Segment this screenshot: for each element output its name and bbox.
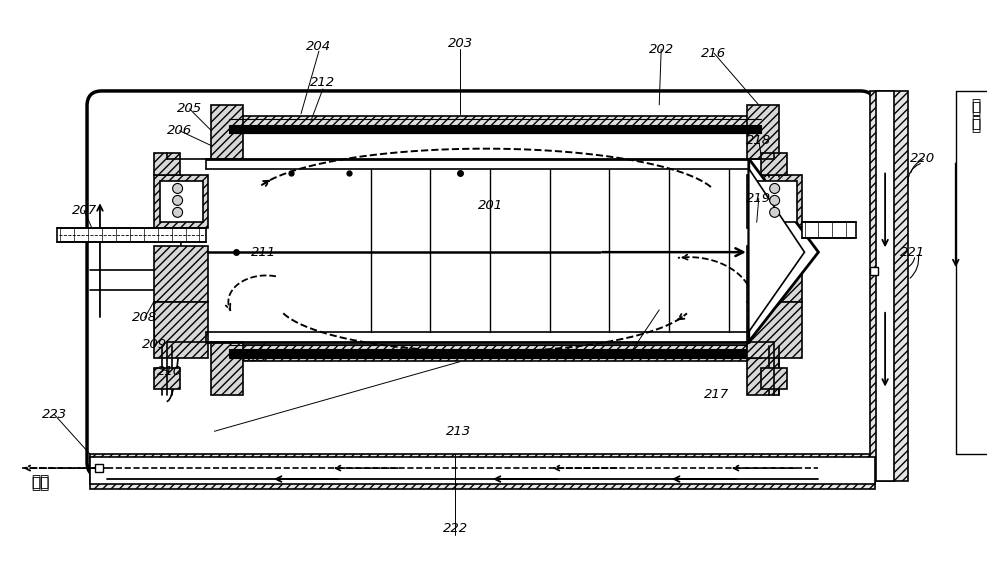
Text: 205: 205 [177,103,202,115]
Text: 回: 回 [971,98,980,113]
Text: 废气: 废气 [31,475,49,489]
Text: 215: 215 [242,351,267,364]
Text: 223: 223 [42,408,67,421]
Bar [870,91,908,481]
Text: 209: 209 [142,338,167,351]
Bar [154,302,208,358]
Bar [747,246,802,302]
Bar [154,246,208,302]
Text: 214: 214 [617,348,642,361]
Bar [229,116,761,132]
Bar [95,464,103,472]
Bar [747,175,802,229]
Text: 回: 回 [971,101,980,116]
Polygon shape [749,168,805,332]
Circle shape [173,196,183,205]
Text: 211: 211 [251,246,276,259]
Bar [753,180,797,222]
Bar [154,153,180,175]
Bar [870,267,878,275]
Text: 220: 220 [910,152,935,165]
Text: 206: 206 [167,124,192,137]
Text: 203: 203 [448,37,473,50]
Bar [747,302,802,358]
Text: 217: 217 [704,388,729,401]
Bar [229,345,761,361]
Bar [876,91,894,481]
Text: 废气: 废气 [31,476,49,492]
Text: 气: 气 [971,119,980,133]
Circle shape [173,208,183,217]
Circle shape [770,184,780,193]
Bar [90,454,875,489]
Text: 222: 222 [443,522,468,535]
Text: 221: 221 [900,246,926,259]
Text: 212: 212 [310,77,335,90]
Bar [802,222,856,238]
Text: 204: 204 [306,40,331,53]
Bar [154,367,180,390]
Text: 210: 210 [157,365,182,378]
Text: 201: 201 [477,199,503,212]
Bar [747,342,779,395]
Polygon shape [749,159,818,342]
Bar [211,342,243,395]
Text: 213: 213 [446,425,471,438]
Bar [57,229,206,242]
Text: 气: 气 [971,115,980,130]
Text: 207: 207 [71,204,97,217]
Bar [154,175,208,229]
Bar [761,153,787,175]
Bar [747,105,779,159]
Bar [229,125,761,133]
Bar [90,457,875,484]
Circle shape [770,196,780,205]
FancyBboxPatch shape [87,91,875,477]
Bar [229,349,761,357]
Text: 218: 218 [746,134,771,147]
Text: 202: 202 [649,43,674,56]
Bar [211,105,243,159]
Text: 216: 216 [701,46,727,60]
Circle shape [770,208,780,217]
Circle shape [173,184,183,193]
Bar [160,180,203,222]
Bar [761,367,787,390]
Text: 208: 208 [132,311,157,324]
Text: 219: 219 [746,192,771,205]
